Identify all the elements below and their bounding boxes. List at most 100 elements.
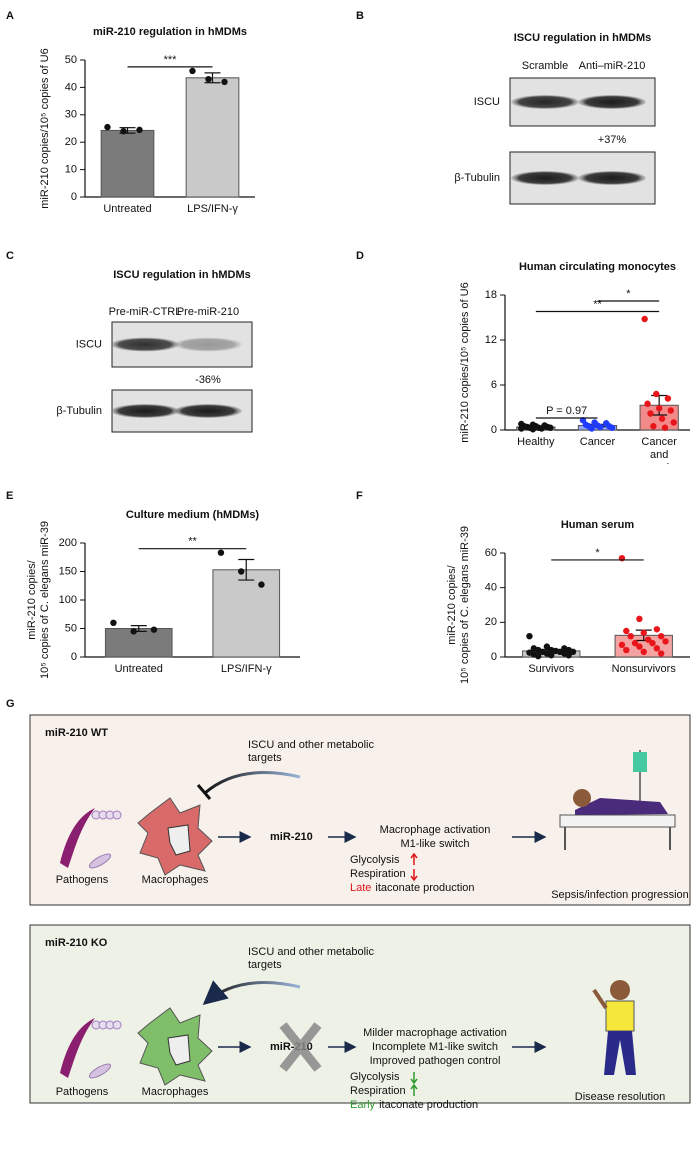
x-tick-label-box: Healthy <box>517 436 555 448</box>
metabolism-arrow-head <box>410 875 418 882</box>
data-point <box>136 126 143 134</box>
data-point <box>636 615 643 623</box>
significance-label: * <box>595 547 600 559</box>
pathogen-icon <box>60 1018 95 1078</box>
x-tick-label-box: Untreated <box>103 203 152 215</box>
bar <box>212 569 281 658</box>
lane-label: Anti–miR-210 <box>579 60 646 72</box>
pathogen-icon <box>88 853 112 869</box>
data-point <box>647 410 654 417</box>
data-point <box>104 123 111 131</box>
panel-label: B <box>356 10 364 22</box>
x-tick-label-box: Nonsurvivors <box>611 663 676 675</box>
itaconate-timing: Early <box>350 1099 376 1111</box>
effect-label: M1-like switch <box>400 838 469 850</box>
x-tick-label: Untreated <box>103 203 152 215</box>
data-point <box>548 652 555 659</box>
data-point <box>217 549 225 556</box>
data-point <box>664 395 672 402</box>
lane-label: Scramble <box>522 60 568 72</box>
bar <box>104 628 173 658</box>
targets-label: ISCU and other metabolic <box>248 946 374 958</box>
x-tick-label: Healthy <box>517 436 555 448</box>
chart-panel: F Human serum miR-210 copies/10⁵ copies of… <box>356 490 690 684</box>
chart-title: Human circulating monocytes <box>519 261 676 273</box>
feedback-arrow <box>202 980 301 1005</box>
y-tick-label: 30 <box>65 109 77 121</box>
mirna-label: miR-210 <box>270 831 313 843</box>
x-tick-label: Cancer <box>579 436 616 448</box>
data-point <box>120 128 127 135</box>
data-point <box>653 626 661 633</box>
blot-band <box>578 171 646 185</box>
data-point <box>110 619 117 626</box>
data-point <box>237 568 245 575</box>
itaconate-text: itaconate production <box>379 1099 478 1111</box>
person-arm <box>592 988 608 1010</box>
x-tick-label: LPS/IFN-γ <box>220 663 272 675</box>
chart-title: Human serum <box>561 519 635 531</box>
row-label: ISCU <box>474 96 500 108</box>
macrophages-label: Macrophages <box>142 874 209 886</box>
data-point <box>640 648 647 655</box>
feedback-arrow <box>204 771 301 795</box>
x-tick-label-box: Survivors <box>528 663 574 675</box>
bar <box>185 77 240 198</box>
blot-band <box>111 404 179 418</box>
y-axis-label: miR-210 copies/10⁵ copies of U6 <box>39 48 51 208</box>
itaconate-text: itaconate production <box>375 882 474 894</box>
chart-panel: D Human circulating monocytes miR-210 copi… <box>356 250 690 465</box>
significance-label: P = 0.97 <box>546 405 587 417</box>
data-point <box>534 652 542 660</box>
chart-panel: E Culture medium (hMDMs) miR-210 copies/10… <box>6 490 300 679</box>
data-point <box>543 643 551 650</box>
metabolism-label: Glycolysis <box>350 854 400 866</box>
data-point <box>662 638 669 645</box>
y-tick-label: 0 <box>71 651 77 663</box>
significance-label: ** <box>593 298 602 310</box>
data-point <box>658 415 666 422</box>
row-label: β-Tubulin <box>56 405 102 417</box>
data-point <box>569 648 577 655</box>
scenario-box <box>29 924 691 1104</box>
y-axis-label: 10⁵ copies of C. elegans miR-39 <box>459 526 471 684</box>
data-point <box>529 426 537 433</box>
panel-label: C <box>6 250 14 262</box>
data-point <box>130 628 137 635</box>
pathogen-icon <box>112 810 122 820</box>
x-tick-label-box: Untreated <box>115 663 163 675</box>
itaconate-label: Late itaconate production <box>350 882 475 894</box>
data-point <box>650 423 657 430</box>
data-point <box>221 78 228 86</box>
metabolism-arrow-head <box>410 1078 418 1085</box>
data-point <box>150 626 158 633</box>
pathogen-icon <box>112 1020 122 1030</box>
data-point <box>627 633 634 640</box>
data-point <box>608 424 616 431</box>
data-point <box>667 407 674 414</box>
data-point <box>655 405 663 412</box>
x-tick-label-box: Cancer <box>579 436 616 448</box>
y-tick-label: 150 <box>59 565 77 577</box>
data-point <box>644 400 651 407</box>
data-point <box>518 425 525 432</box>
blot-band <box>578 95 646 109</box>
blot-band <box>174 337 242 352</box>
scenario-title: miR-210 WT <box>45 727 108 739</box>
y-tick-label: 50 <box>65 622 77 634</box>
blot-band <box>111 337 179 352</box>
data-point <box>205 75 212 83</box>
x-tick-label: Nonsurvivors <box>611 663 676 675</box>
significance-label: *** <box>164 54 178 66</box>
patient-icon <box>575 798 668 815</box>
knockout-cross <box>279 1022 322 1072</box>
chart-title: miR-210 regulation in hMDMs <box>93 26 247 38</box>
blot-band <box>174 404 242 418</box>
y-tick-label: 40 <box>65 81 77 93</box>
blot-change: -36% <box>195 374 221 386</box>
pathogen-icon <box>88 1063 112 1079</box>
x-tick-label: Cancer and sepsis <box>641 436 677 465</box>
patient-head <box>573 789 591 807</box>
y-tick-label: 40 <box>485 582 497 594</box>
